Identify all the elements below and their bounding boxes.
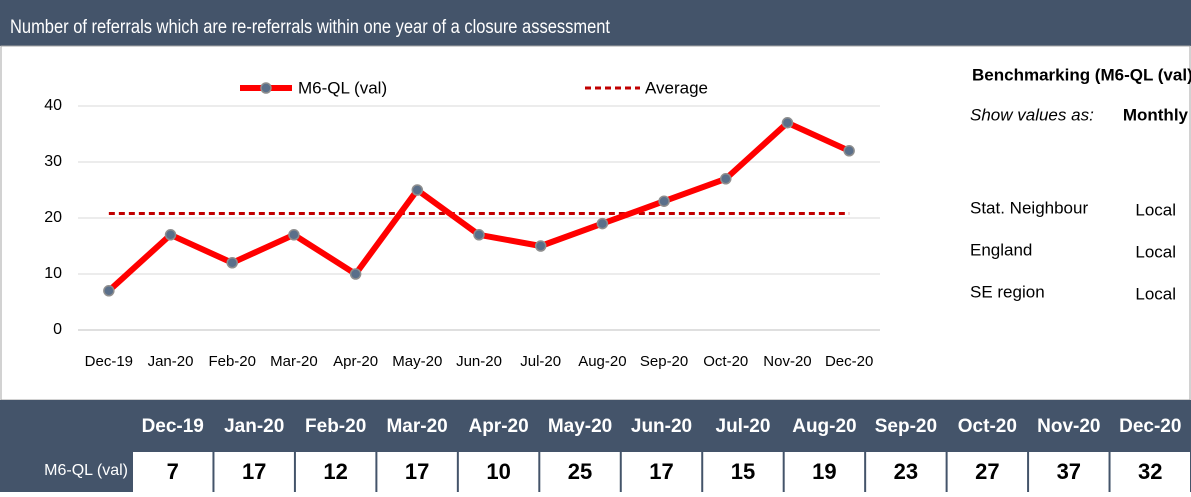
point bbox=[288, 229, 300, 241]
chart-title: Number of referrals which are re-referra… bbox=[10, 17, 611, 38]
table-cell bbox=[784, 452, 865, 492]
point bbox=[843, 145, 855, 157]
panel-row-label: Stat. Neighbour bbox=[970, 198, 1088, 217]
table-header: Aug-20 bbox=[792, 416, 856, 437]
table-value: 12 bbox=[323, 459, 347, 484]
x-tick-label: Feb-20 bbox=[208, 353, 256, 370]
x-tick-label: Oct-20 bbox=[703, 353, 748, 370]
table-header: Oct-20 bbox=[958, 416, 1017, 437]
table-cell bbox=[621, 452, 702, 492]
x-tick-label: Jan-20 bbox=[148, 353, 194, 370]
point bbox=[781, 117, 794, 129]
x-tick-label: Aug-20 bbox=[578, 353, 626, 370]
point bbox=[411, 184, 424, 196]
point bbox=[349, 268, 362, 280]
y-tick-label: 30 bbox=[44, 153, 62, 170]
table-header: Jan-20 bbox=[224, 416, 284, 437]
table-cell bbox=[458, 452, 539, 492]
table-header: Apr-20 bbox=[468, 416, 528, 437]
y-tick-label: 0 bbox=[53, 321, 62, 338]
point bbox=[103, 285, 115, 297]
x-tick-label: Jun-20 bbox=[456, 353, 502, 370]
table-value: 32 bbox=[1138, 459, 1162, 484]
table-cell bbox=[1110, 452, 1190, 492]
table-cell bbox=[703, 452, 783, 492]
x-tick-label: May-20 bbox=[392, 353, 442, 370]
x-tick-label: Nov-20 bbox=[763, 353, 811, 370]
legend-marker bbox=[260, 82, 272, 94]
table-value: 23 bbox=[894, 459, 918, 484]
y-tick-label: 40 bbox=[44, 97, 62, 114]
table-header: Jul-20 bbox=[716, 416, 771, 437]
table-header: Dec-19 bbox=[142, 416, 204, 437]
point bbox=[473, 229, 485, 241]
point bbox=[720, 173, 732, 185]
panel-value: Monthly bbox=[1123, 105, 1189, 124]
table-cell bbox=[947, 452, 1028, 492]
point bbox=[226, 257, 238, 269]
table-cell bbox=[214, 452, 294, 492]
panel-row-label: SE region bbox=[970, 282, 1045, 301]
table-value: 19 bbox=[812, 459, 836, 484]
table-header: Nov-20 bbox=[1037, 416, 1100, 437]
panel-row-value: Local bbox=[1135, 284, 1176, 303]
table-cell bbox=[1029, 452, 1109, 492]
legend-label: M6-QL (val) bbox=[298, 78, 387, 97]
point bbox=[658, 195, 670, 207]
table-header: Dec-20 bbox=[1119, 416, 1181, 437]
x-tick-label: Sep-20 bbox=[640, 353, 688, 370]
panel-label: Show values as: bbox=[970, 105, 1094, 124]
table-value: 17 bbox=[649, 459, 673, 484]
y-tick-label: 10 bbox=[44, 265, 62, 282]
x-tick-label: Mar-20 bbox=[270, 353, 318, 370]
table-value: 17 bbox=[405, 459, 429, 484]
panel-row-value: Local bbox=[1135, 200, 1176, 219]
table-cell bbox=[540, 452, 620, 492]
table-value: 10 bbox=[486, 459, 510, 484]
x-tick-label: Dec-19 bbox=[85, 353, 133, 370]
x-tick-label: Jul-20 bbox=[520, 353, 561, 370]
table-cell bbox=[295, 452, 376, 492]
point bbox=[534, 240, 547, 252]
header-bar bbox=[0, 0, 1191, 46]
table-value: 15 bbox=[731, 459, 755, 484]
panel-row-label: England bbox=[970, 240, 1032, 259]
legend-label: Average bbox=[645, 78, 708, 97]
table-header: Jun-20 bbox=[631, 416, 692, 437]
table-header: Mar-20 bbox=[386, 416, 447, 437]
table-cell bbox=[133, 452, 213, 492]
table-value: 17 bbox=[242, 459, 266, 484]
table-header: May-20 bbox=[548, 416, 612, 437]
x-tick-label: Apr-20 bbox=[333, 353, 378, 370]
y-tick-label: 20 bbox=[44, 209, 62, 226]
x-tick-label: Dec-20 bbox=[825, 353, 873, 370]
panel-row-value: Local bbox=[1135, 242, 1176, 261]
point bbox=[596, 217, 609, 230]
panel-title: Benchmarking (M6-QL (val)) bbox=[972, 65, 1191, 84]
table-cell bbox=[377, 452, 457, 492]
table-value: 25 bbox=[568, 459, 592, 484]
table-value: 27 bbox=[975, 459, 999, 484]
table-row-label: M6-QL (val) bbox=[44, 462, 128, 479]
table-cell bbox=[866, 452, 946, 492]
point bbox=[164, 229, 177, 241]
table-value: 7 bbox=[167, 459, 179, 484]
table-header: Sep-20 bbox=[875, 416, 937, 437]
table-header: Feb-20 bbox=[305, 416, 366, 437]
table-value: 37 bbox=[1057, 459, 1081, 484]
